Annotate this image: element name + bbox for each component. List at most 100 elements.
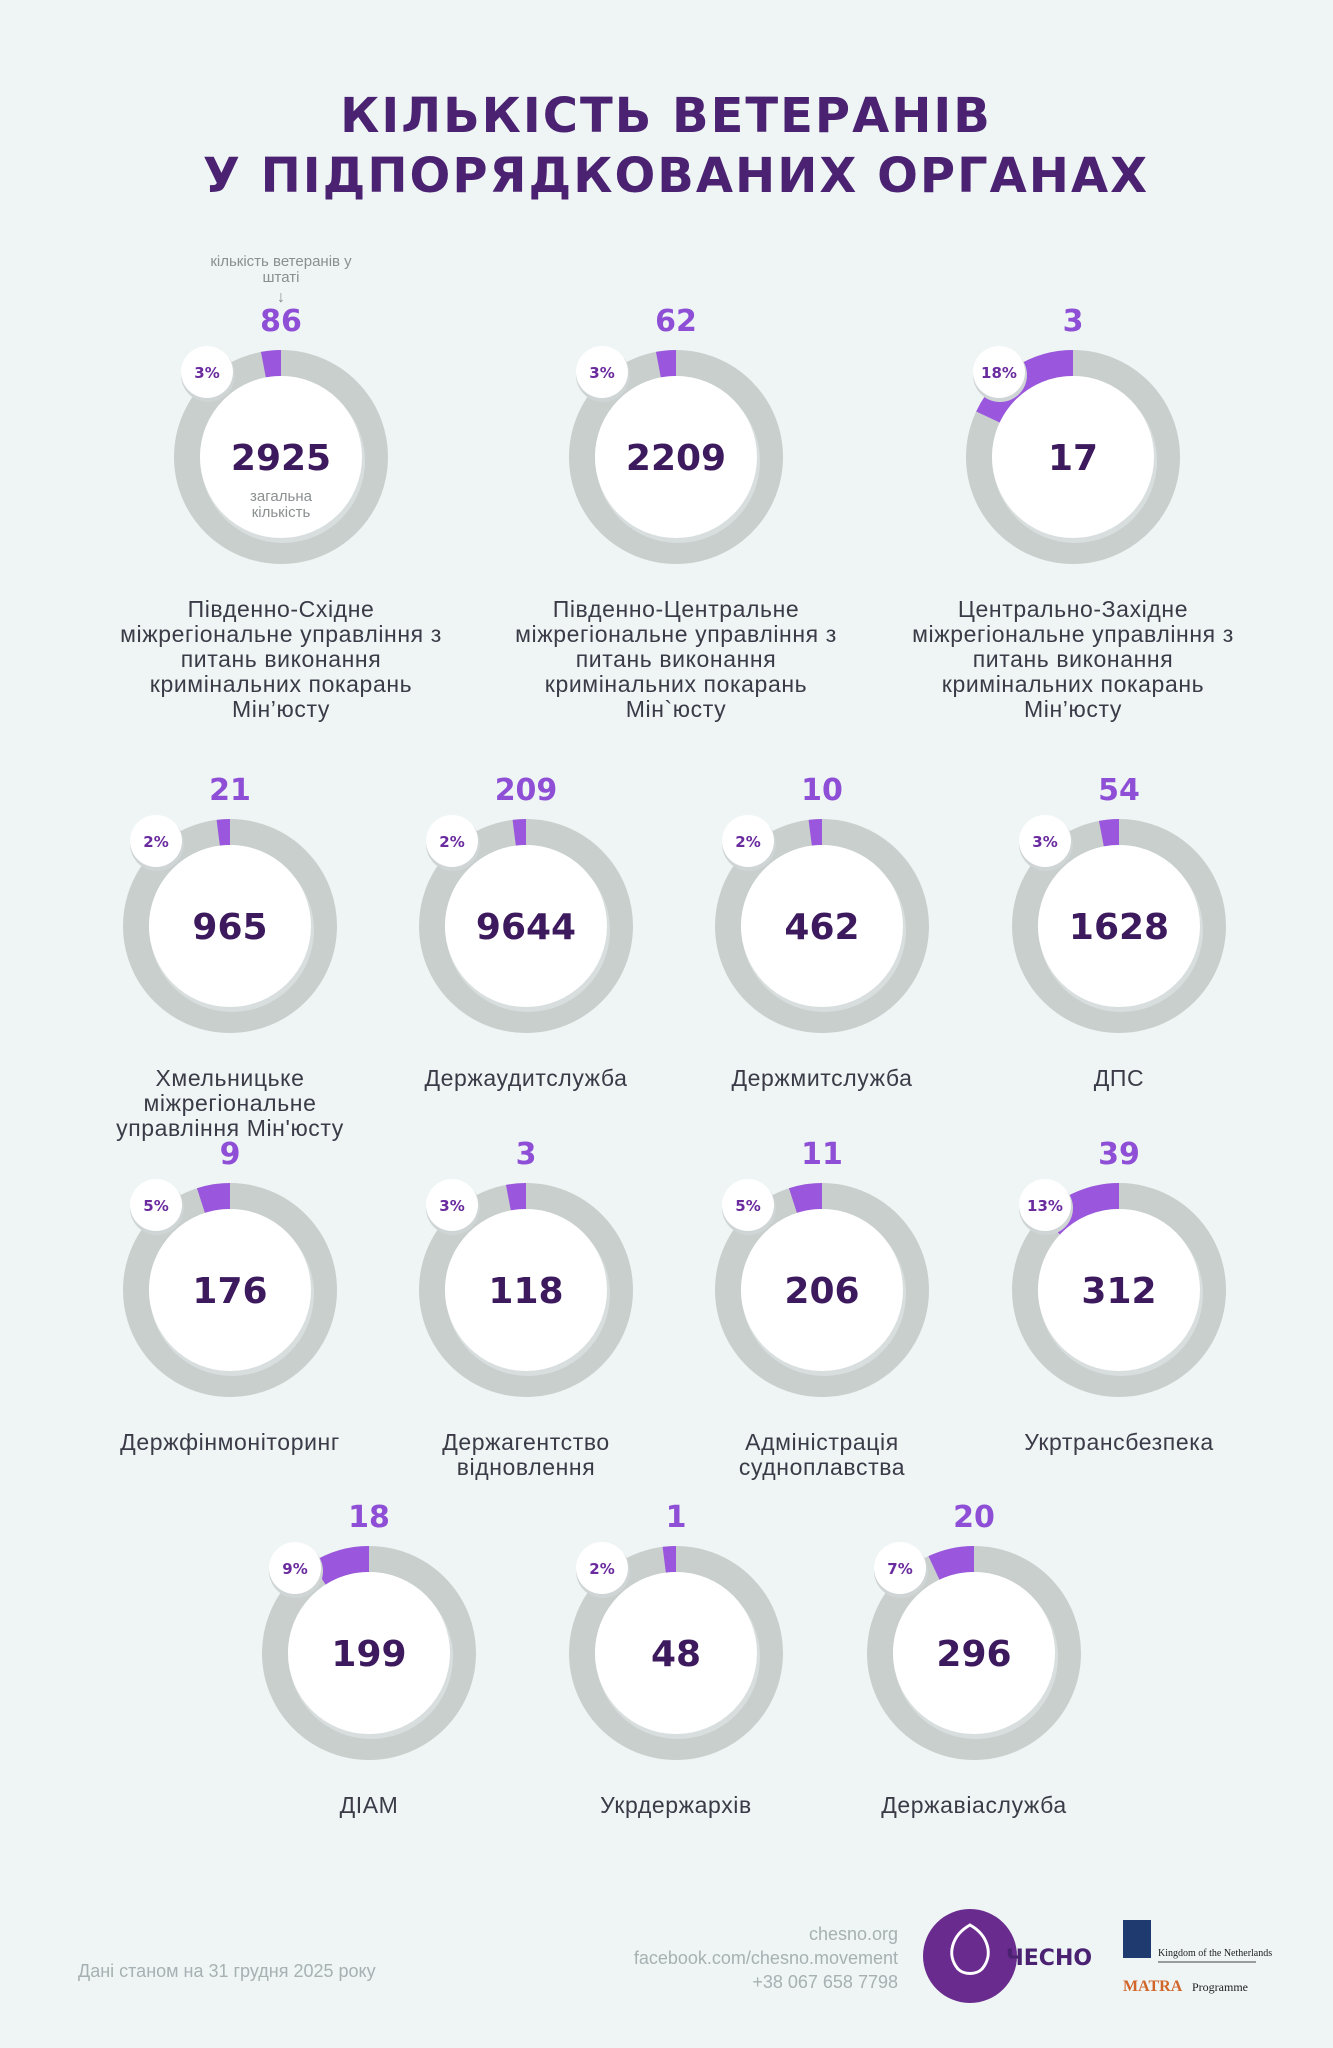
total: 296 [936, 1634, 1011, 1675]
share-label: 13% [1027, 1197, 1063, 1215]
veterans: 3 [1063, 304, 1084, 339]
share-arc [512, 819, 527, 846]
veterans: 39 [1098, 1137, 1140, 1172]
total: 199 [331, 1634, 406, 1675]
total: 2209 [626, 438, 726, 479]
share-bubble [874, 1542, 926, 1594]
share-bubble [576, 346, 628, 398]
share-bubble [722, 815, 774, 867]
total: 48 [651, 1634, 701, 1675]
share-label: 3% [589, 364, 614, 382]
category-name: Хмельницьке міжрегіональне управління Мі… [116, 1065, 344, 1141]
category-name: Держфінмоніторинг [120, 1429, 340, 1455]
annotation: кількість ветеранів у штаті [210, 253, 352, 286]
veterans: 54 [1098, 773, 1140, 808]
total: 965 [192, 907, 267, 948]
share-arc [788, 1183, 823, 1214]
share-arc [196, 1183, 231, 1214]
total: 176 [192, 1271, 267, 1312]
share-arc [655, 350, 677, 378]
share-label: 3% [439, 1197, 464, 1215]
total: 17 [1048, 438, 1098, 479]
annotation: загальна кількість [250, 488, 312, 521]
share-arc [1098, 819, 1120, 847]
share-label: 3% [194, 364, 219, 382]
category-name: Укрдержархів [600, 1792, 752, 1818]
total: 1628 [1069, 907, 1169, 948]
total: 462 [784, 907, 859, 948]
total: 312 [1081, 1271, 1156, 1312]
share-label: 2% [735, 833, 760, 851]
veterans: 10 [801, 773, 843, 808]
category-name: Адміністрація судноплавства [738, 1429, 906, 1480]
arrow: ↓ [277, 289, 285, 306]
inner-circle [149, 1209, 311, 1371]
share-bubble [973, 346, 1025, 398]
share-arc [311, 1546, 370, 1585]
inner-circle [595, 1572, 757, 1734]
share-label: 3% [1032, 833, 1057, 851]
share-bubble [269, 1542, 321, 1594]
logo-icon [950, 1923, 990, 1975]
contact: facebook.com/chesno.movement [634, 1948, 898, 1968]
total: 206 [784, 1271, 859, 1312]
category-name: ДІАМ [339, 1792, 399, 1818]
inner-circle [445, 845, 607, 1007]
nl-emblem [1123, 1920, 1151, 1958]
inner-circle [741, 1209, 903, 1371]
share-label: 7% [887, 1560, 912, 1578]
share-arc [216, 819, 231, 846]
veterans: 3 [516, 1137, 537, 1172]
category-name: Держмитслужба [731, 1065, 913, 1091]
veterans: 21 [209, 773, 251, 808]
category-name: Укртрансбезпека [1024, 1429, 1214, 1455]
veterans: 209 [495, 773, 558, 808]
veterans: 11 [801, 1137, 843, 1172]
category-name: ДПС [1093, 1065, 1145, 1091]
share-label: 9% [282, 1560, 307, 1578]
contact: chesno.org [809, 1924, 898, 1944]
total: 9644 [476, 907, 576, 948]
category-name: Південно-Центральне міжрегіональне управ… [515, 596, 837, 722]
inner-circle [445, 1209, 607, 1371]
category-name: Державіаслужба [881, 1792, 1067, 1818]
share-arc [260, 350, 282, 378]
inner-circle [1038, 1209, 1200, 1371]
inner-circle [741, 845, 903, 1007]
share-label: 5% [143, 1197, 168, 1215]
inner-circle [595, 376, 757, 538]
share-label: 2% [143, 833, 168, 851]
title-line: КІЛЬКІСТЬ ВЕТЕРАНІВ [340, 88, 992, 144]
veterans: 20 [953, 1500, 995, 1535]
programme-name: MATRA [1123, 1978, 1183, 1995]
share-bubble [426, 815, 478, 867]
veterans: 62 [655, 304, 697, 339]
share-bubble [1019, 1179, 1071, 1231]
share-bubble [130, 815, 182, 867]
share-bubble [130, 1179, 182, 1231]
share-arc [928, 1546, 975, 1580]
inner-circle [149, 845, 311, 1007]
inner-circle [1038, 845, 1200, 1007]
share-bubble [181, 346, 233, 398]
category-name: Південно-Східне міжрегіональне управлінн… [120, 596, 442, 722]
category-name: Центрально-Західне міжрегіональне управл… [912, 596, 1234, 722]
inner-circle [200, 376, 362, 538]
programme: Programme [1192, 1980, 1248, 1994]
total: 118 [488, 1271, 563, 1312]
total: 2925 [231, 438, 331, 479]
contact: +38 067 658 7798 [752, 1972, 898, 1992]
category-name: Держаудитслужба [424, 1065, 628, 1091]
share-arc [808, 819, 823, 846]
share-label: 5% [735, 1197, 760, 1215]
share-bubble [722, 1179, 774, 1231]
veterans: 1 [666, 1500, 687, 1535]
inner-circle [288, 1572, 450, 1734]
share-label: 2% [589, 1560, 614, 1578]
inner-circle [992, 376, 1154, 538]
logo-circle [923, 1909, 1017, 2003]
veterans: 86 [260, 304, 302, 339]
share-bubble [576, 1542, 628, 1594]
